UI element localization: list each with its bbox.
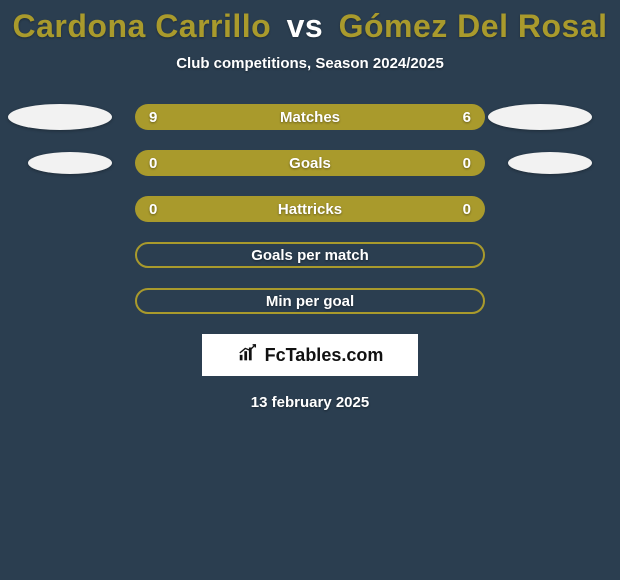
stat-row: Goals per match (0, 242, 620, 268)
stat-label: Goals per match (251, 247, 369, 264)
stat-value-left: 9 (149, 109, 157, 126)
stat-row: Goals 0 0 (0, 150, 620, 176)
fctables-logo: FcTables.com (202, 334, 418, 376)
stat-row: Matches 9 6 (0, 104, 620, 130)
stat-bar: Hattricks 0 0 (135, 196, 485, 222)
stat-row: Hattricks 0 0 (0, 196, 620, 222)
stat-label: Min per goal (266, 293, 354, 310)
stat-value-left: 0 (149, 155, 157, 172)
stat-label: Matches (280, 109, 340, 126)
stat-bar: Matches 9 6 (135, 104, 485, 130)
chart-icon (237, 342, 259, 369)
vs-text: vs (287, 8, 324, 44)
stat-value-left: 0 (149, 201, 157, 218)
stat-row: Min per goal (0, 288, 620, 314)
stat-value-right: 6 (463, 109, 471, 126)
stat-label: Goals (289, 155, 331, 172)
stat-bar: Min per goal (135, 288, 485, 314)
stat-bar: Goals per match (135, 242, 485, 268)
player-marker-left (8, 104, 112, 130)
player1-name: Cardona Carrillo (13, 8, 272, 44)
stat-value-right: 0 (463, 201, 471, 218)
player-marker-right (488, 104, 592, 130)
player-marker-left (28, 152, 112, 174)
stat-label: Hattricks (278, 201, 342, 218)
player-marker-right (508, 152, 592, 174)
stat-value-right: 0 (463, 155, 471, 172)
comparison-title: Cardona Carrillo vs Gómez Del Rosal (0, 0, 620, 45)
stat-bar: Goals 0 0 (135, 150, 485, 176)
subtitle: Club competitions, Season 2024/2025 (0, 55, 620, 72)
stat-rows: Matches 9 6 Goals 0 0 Hattricks 0 0 Goals per mat… (0, 104, 620, 314)
date-text: 13 february 2025 (0, 394, 620, 411)
player2-name: Gómez Del Rosal (339, 8, 608, 44)
fctables-text: FcTables.com (265, 345, 384, 366)
